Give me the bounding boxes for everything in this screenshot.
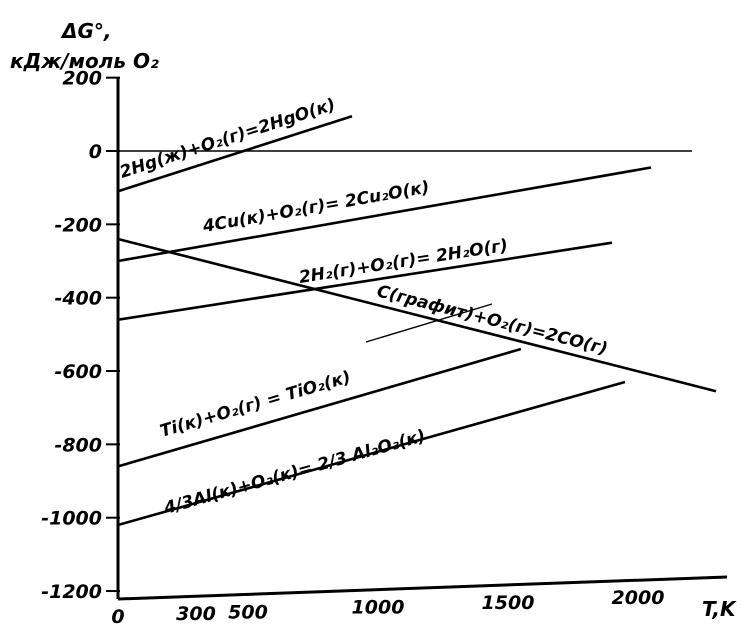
y-tick-label: -400 bbox=[54, 288, 102, 310]
y-tick-label: 0 bbox=[89, 141, 102, 163]
series-lines bbox=[118, 116, 716, 525]
x-tick-label: 500 bbox=[228, 601, 268, 623]
series-line bbox=[118, 168, 651, 262]
y-axis-title: ΔG°, bbox=[60, 19, 112, 43]
x-tick-label: 1500 bbox=[482, 592, 535, 614]
series-line bbox=[118, 243, 612, 320]
x-tick-label: 0 bbox=[111, 606, 124, 624]
x-tick-label: 1000 bbox=[352, 597, 405, 619]
y-tick-label: -800 bbox=[54, 434, 102, 456]
series-line bbox=[118, 349, 521, 466]
series-label: 2Hg(ж)+O₂(г)=2HgO(к) bbox=[117, 95, 338, 183]
x-axis-title: T,K bbox=[702, 597, 737, 621]
y-tick-label: -1200 bbox=[41, 581, 102, 603]
y-tick-label: -600 bbox=[54, 361, 102, 383]
y-axis-unit: кДж/моль O₂ bbox=[10, 49, 159, 73]
series-label: 4/3Al(к)+O₂(к)= 2/3 Al₂O₃(к) bbox=[161, 426, 428, 519]
series-label: 2H₂(г)+O₂(г)= 2H₂O(г) bbox=[298, 236, 510, 288]
series-label: C(графит)+O₂(г)=2CO(г) bbox=[375, 281, 610, 359]
series-labels: 2Hg(ж)+O₂(г)=2HgO(к)4Cu(к)+O₂(г)= 2Cu₂O(… bbox=[117, 95, 609, 519]
y-tick-label: -200 bbox=[54, 214, 102, 236]
y-tick-label: -1000 bbox=[41, 508, 102, 530]
series-label: 4Cu(к)+O₂(г)= 2Cu₂O(к) bbox=[200, 178, 431, 238]
x-tick-label: 2000 bbox=[612, 587, 665, 609]
series-label: Ti(к)+O₂(г) = TiO₂(к) bbox=[158, 367, 353, 441]
x-tick-label: 300 bbox=[176, 603, 216, 624]
